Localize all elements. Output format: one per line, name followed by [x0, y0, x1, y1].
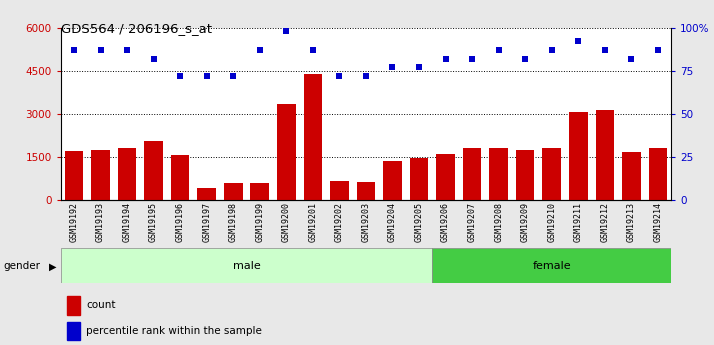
Bar: [65, 151, 84, 200]
Bar: [251, 184, 269, 200]
Bar: [543, 148, 561, 200]
Point: [413, 65, 425, 70]
Text: GSM19196: GSM19196: [176, 203, 185, 243]
Text: GSM19212: GSM19212: [600, 203, 609, 243]
Bar: [91, 150, 110, 200]
Bar: [303, 74, 322, 200]
Text: GDS564 / 206196_s_at: GDS564 / 206196_s_at: [61, 22, 211, 36]
Bar: [648, 148, 667, 200]
Point: [254, 47, 266, 53]
Point: [201, 73, 212, 79]
Text: female: female: [533, 261, 571, 270]
Point: [546, 47, 558, 53]
Point: [625, 56, 637, 61]
Bar: [144, 141, 163, 200]
Point: [599, 47, 610, 53]
Point: [307, 47, 318, 53]
Bar: [410, 158, 428, 200]
Text: GSM19201: GSM19201: [308, 203, 317, 243]
Bar: [436, 154, 455, 200]
Text: GSM19198: GSM19198: [228, 203, 238, 243]
Bar: [463, 148, 481, 200]
Bar: [67, 322, 80, 340]
Point: [148, 56, 159, 61]
Text: GSM19208: GSM19208: [494, 203, 503, 243]
Text: GSM19204: GSM19204: [388, 203, 397, 243]
Bar: [67, 296, 80, 315]
Point: [387, 65, 398, 70]
Text: GSM19213: GSM19213: [627, 203, 636, 243]
Bar: [489, 148, 508, 200]
Text: GSM19195: GSM19195: [149, 203, 158, 243]
Text: GSM19211: GSM19211: [574, 203, 583, 243]
Text: GSM19193: GSM19193: [96, 203, 105, 243]
Text: percentile rank within the sample: percentile rank within the sample: [86, 326, 262, 336]
Point: [69, 47, 80, 53]
Point: [440, 56, 451, 61]
Text: count: count: [86, 300, 116, 310]
Text: ▶: ▶: [49, 262, 56, 271]
Point: [493, 47, 504, 53]
Bar: [61, 248, 432, 283]
Bar: [277, 104, 296, 200]
Text: GSM19210: GSM19210: [547, 203, 556, 243]
Text: GSM19214: GSM19214: [653, 203, 663, 243]
Point: [228, 73, 239, 79]
Point: [333, 73, 345, 79]
Text: GSM19194: GSM19194: [123, 203, 131, 243]
Bar: [356, 182, 376, 200]
Bar: [432, 248, 671, 283]
Text: GSM19197: GSM19197: [202, 203, 211, 243]
Point: [466, 56, 478, 61]
Text: GSM19206: GSM19206: [441, 203, 450, 243]
Text: GSM19209: GSM19209: [521, 203, 530, 243]
Point: [360, 73, 371, 79]
Point: [281, 28, 292, 34]
Text: male: male: [233, 261, 261, 270]
Text: GSM19205: GSM19205: [415, 203, 423, 243]
Bar: [569, 111, 588, 200]
Text: GSM19192: GSM19192: [69, 203, 79, 243]
Bar: [224, 184, 243, 200]
Text: GSM19199: GSM19199: [256, 203, 264, 243]
Point: [652, 47, 663, 53]
Text: gender: gender: [4, 262, 41, 271]
Point: [121, 47, 133, 53]
Text: GSM19202: GSM19202: [335, 203, 344, 243]
Point: [174, 73, 186, 79]
Text: GSM19207: GSM19207: [468, 203, 476, 243]
Text: GSM19200: GSM19200: [282, 203, 291, 243]
Bar: [595, 110, 614, 200]
Bar: [197, 188, 216, 200]
Point: [95, 47, 106, 53]
Text: GSM19203: GSM19203: [361, 203, 371, 243]
Bar: [171, 155, 189, 200]
Bar: [118, 148, 136, 200]
Point: [573, 39, 584, 44]
Bar: [330, 180, 348, 200]
Bar: [383, 161, 402, 200]
Point: [520, 56, 531, 61]
Bar: [622, 151, 640, 200]
Bar: [516, 149, 535, 200]
